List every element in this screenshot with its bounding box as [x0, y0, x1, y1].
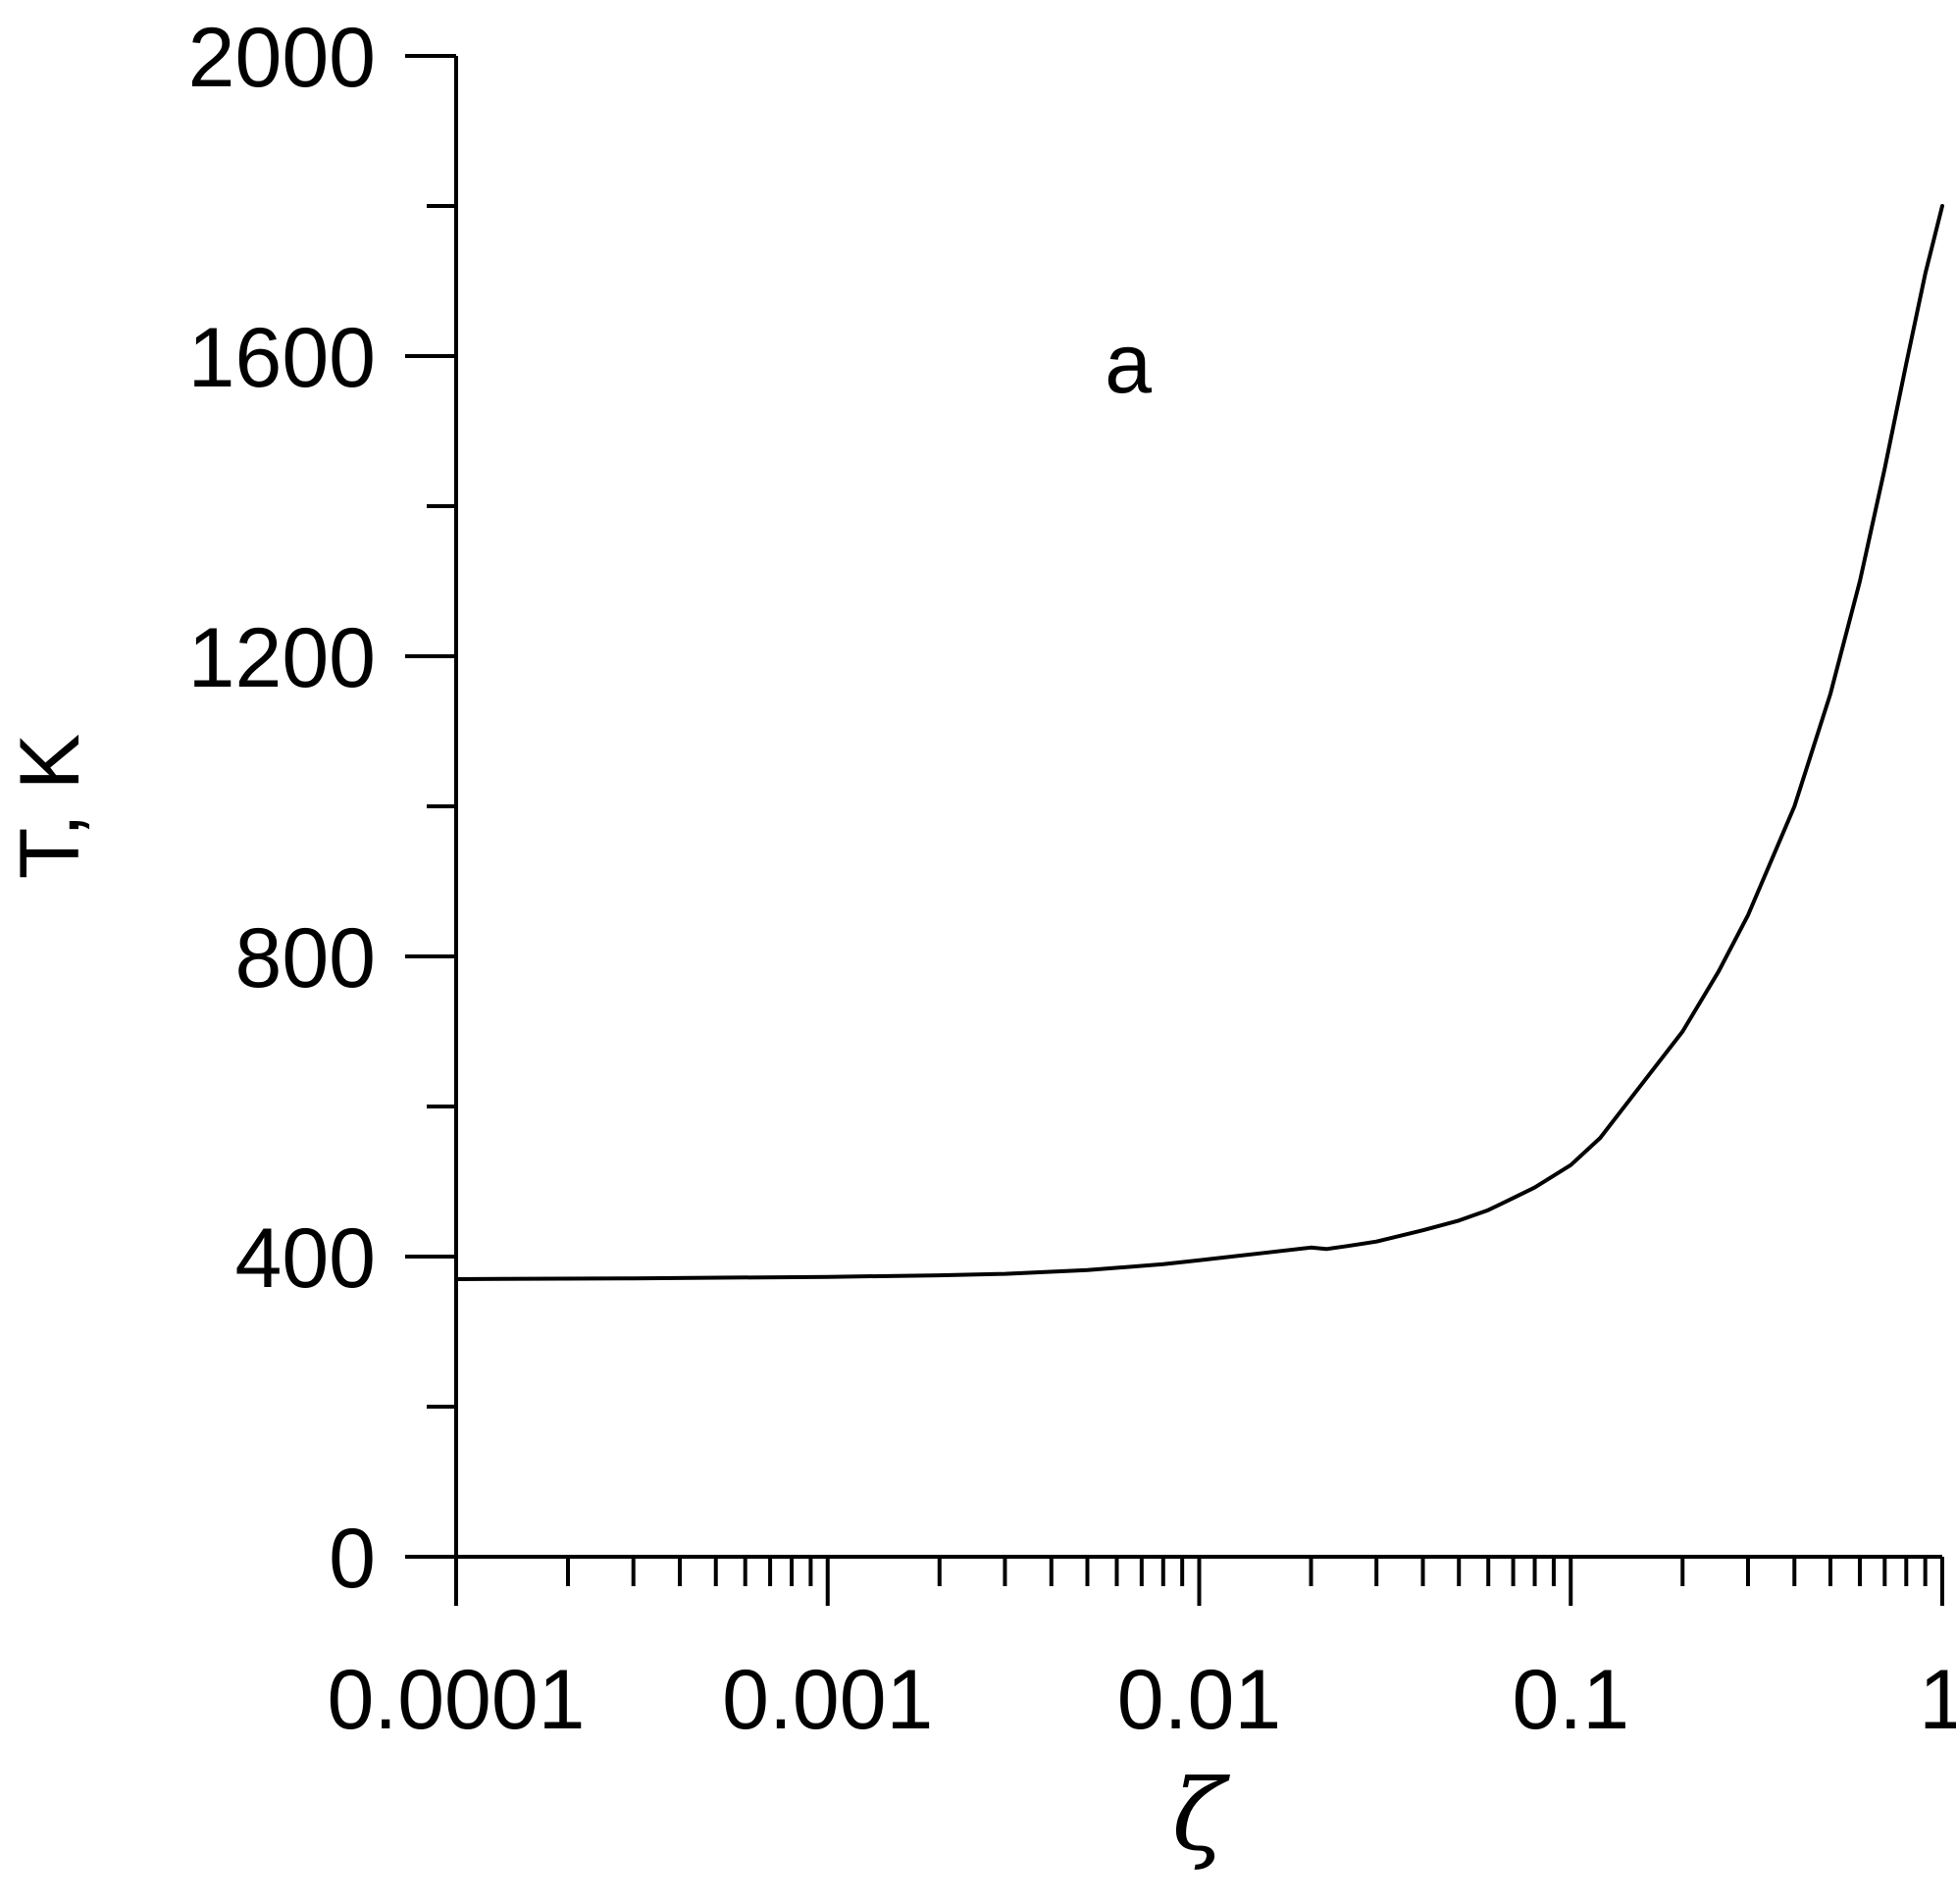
- x-tick-label: 0.1: [1512, 1653, 1629, 1747]
- panel-annotation: a: [1105, 317, 1152, 411]
- series-line-0: [454, 204, 1944, 1281]
- y-tick-label: 800: [235, 911, 377, 1005]
- x-tick-label: 0.01: [1117, 1653, 1281, 1747]
- axes: [454, 56, 1942, 1559]
- x-tick-label: 0.001: [722, 1653, 933, 1747]
- series-group: [454, 204, 1944, 1281]
- x-tick-label: 0.0001: [327, 1653, 585, 1747]
- y-ticks: 0 400 800 1200 1600 2000: [188, 11, 456, 1606]
- y-tick-label: 1600: [188, 311, 376, 405]
- x-tick-label: 1: [1919, 1653, 1956, 1747]
- x-ticks: 0.0001 0.001 0.01 0.1 1: [327, 1557, 1956, 1747]
- y-tick-label: 2000: [188, 11, 376, 105]
- y-tick-label: 0: [329, 1512, 376, 1606]
- y-tick-label: 400: [235, 1211, 377, 1306]
- y-axis-title: T, K: [3, 734, 97, 879]
- y-tick-label: 1200: [188, 611, 376, 705]
- x-axis-title: ζ: [1172, 1758, 1231, 1873]
